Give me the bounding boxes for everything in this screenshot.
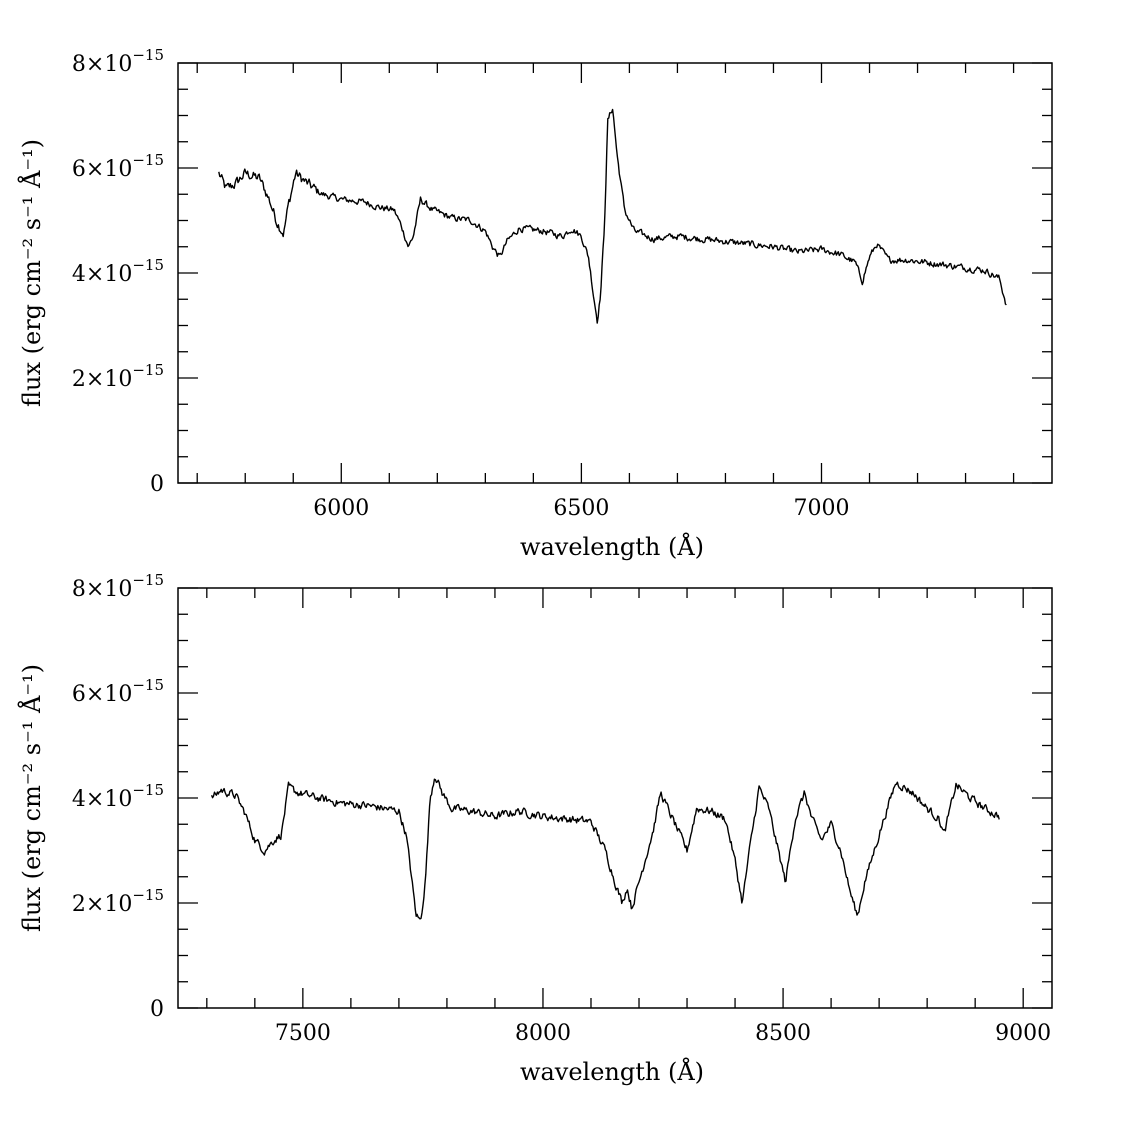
y-axis-label: flux (erg cm⁻² s⁻¹ Å⁻¹) [17,139,46,407]
y-tick-label: 0 [150,472,164,497]
y-tick-label: 6×10−15 [72,676,164,707]
y-tick-label: 8×10−15 [72,46,164,77]
spectrum-line [210,778,1000,920]
x-tick-label: 8000 [515,1021,571,1046]
y-tick-label: 6×10−15 [72,151,164,182]
y-tick-label: 2×10−15 [72,361,164,392]
y-tick-label: 0 [150,997,164,1022]
x-tick-label: 6000 [313,496,369,521]
x-tick-label: 6500 [553,496,609,521]
y-tick-label: 2×10−15 [72,886,164,917]
x-axis-label: wavelength (Å) [520,532,704,561]
x-tick-label: 7500 [275,1021,331,1046]
x-axis-label: wavelength (Å) [520,1057,704,1086]
spectrum-panel-1: 6000 6500 7000 0 2×10−15 4×10−15 6×10−15 8×10−1… [17,46,1053,561]
plot-frame [177,587,1053,1009]
y-tick-label: 4×10−15 [72,781,164,812]
x-tick-label: 9000 [995,1021,1051,1046]
y-tick-label: 4×10−15 [72,256,164,287]
spectrum-line [218,108,1007,324]
y-tick-label: 8×10−15 [72,571,164,602]
x-tick-label: 7000 [793,496,849,521]
x-tick-label: 8500 [755,1021,811,1046]
spectrum-panel-2: 7500 8000 8500 9000 0 2×10−15 4×10−15 6×10−15 8×… [17,571,1053,1086]
y-axis-label: flux (erg cm⁻² s⁻¹ Å⁻¹) [17,664,46,932]
